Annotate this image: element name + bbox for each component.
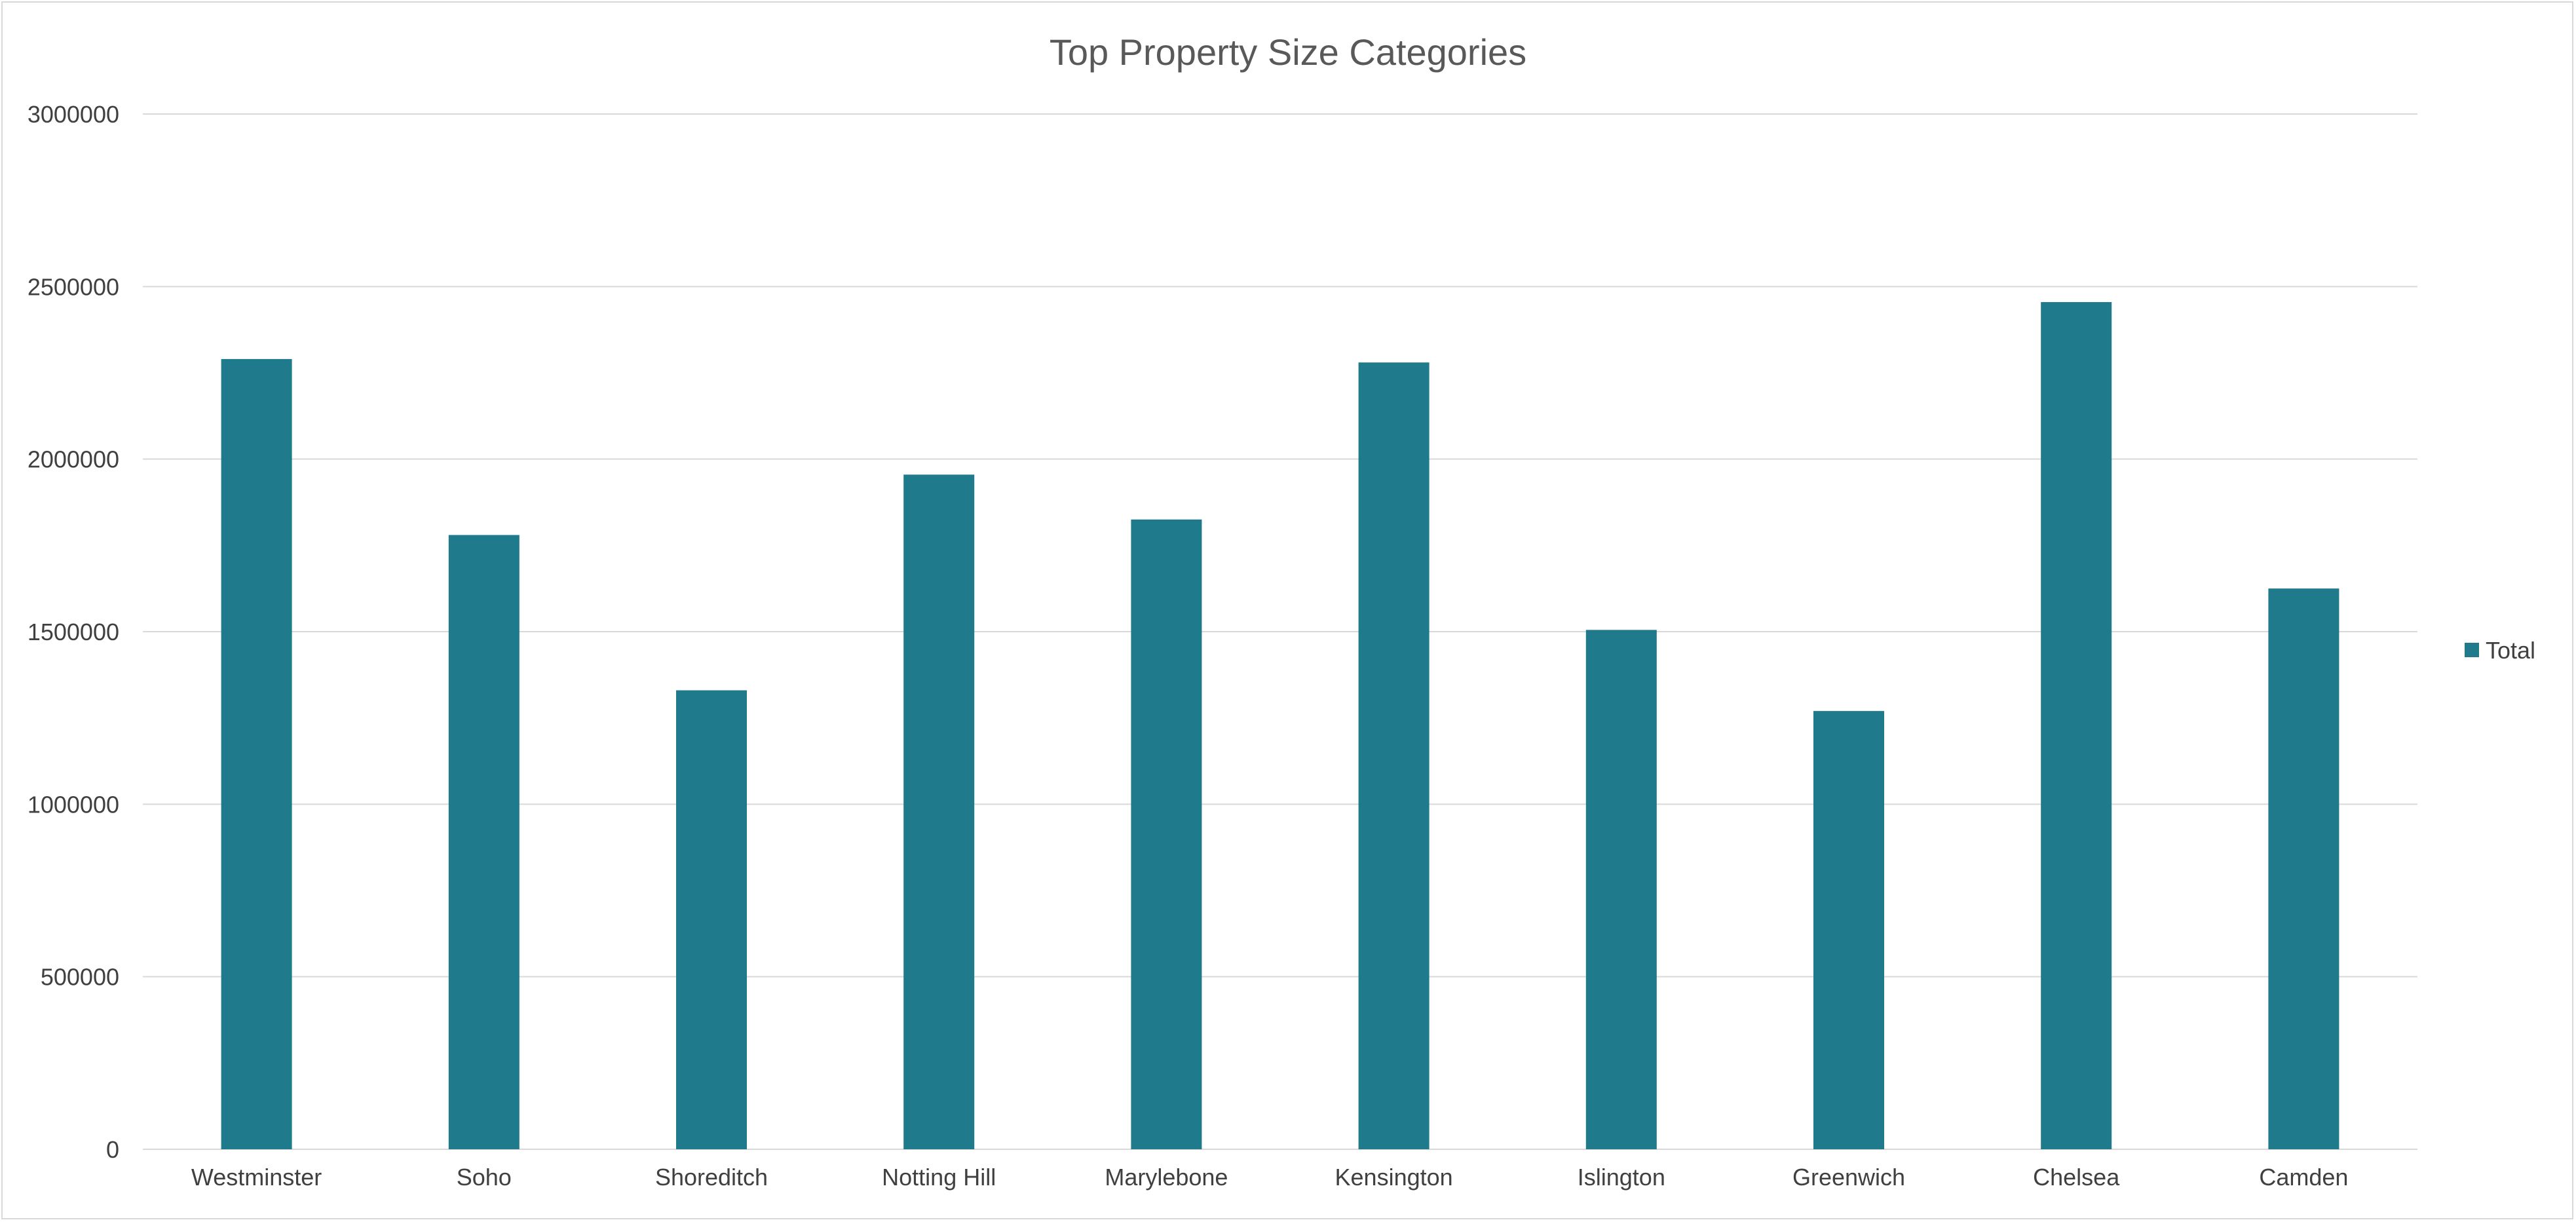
bar [2041,302,2112,1149]
x-tick-label: Chelsea [2033,1164,2120,1191]
x-tick-label: Soho [457,1164,512,1191]
y-tick-label: 1000000 [28,791,119,818]
bars [221,302,2339,1150]
x-tick-label: Marylebone [1105,1164,1228,1191]
x-tick-label: Camden [2259,1164,2348,1191]
x-tick-label: Greenwich [1792,1164,1905,1191]
legend: Total [2465,637,2535,664]
bar [1358,362,1430,1150]
bar [448,535,520,1149]
y-tick-label: 3000000 [28,101,119,128]
x-tick-label: Kensington [1335,1164,1453,1191]
chart-svg: Top Property Size Categories 0 500000 1000… [28,31,2535,1191]
x-tick-label: Islington [1578,1164,1665,1191]
bar [1813,711,1884,1149]
chart-title: Top Property Size Categories [1050,31,1526,73]
legend-swatch [2465,643,2479,657]
y-tick-label: 2000000 [28,446,119,473]
bar [903,474,975,1149]
y-tick-label: 2500000 [28,273,119,300]
y-tick-label: 0 [106,1136,119,1163]
x-tick-label: Notting Hill [882,1164,996,1191]
bar [1131,519,1202,1149]
bar [1585,630,1657,1149]
x-tick-label: Westminster [191,1164,322,1191]
y-tick-label: 500000 [41,964,119,991]
x-axis-tick-labels: Westminster Soho Shoreditch Notting Hill Mar… [191,1164,2349,1191]
legend-label: Total [2486,637,2535,664]
gridlines [143,113,2417,1150]
bar [2268,588,2339,1149]
y-axis-tick-labels: 0 500000 1000000 1500000 2000000 2500000 30000… [28,101,119,1163]
y-tick-label: 1500000 [28,619,119,645]
bar [676,690,747,1149]
x-tick-label: Shoreditch [655,1164,768,1191]
bar [221,358,292,1149]
